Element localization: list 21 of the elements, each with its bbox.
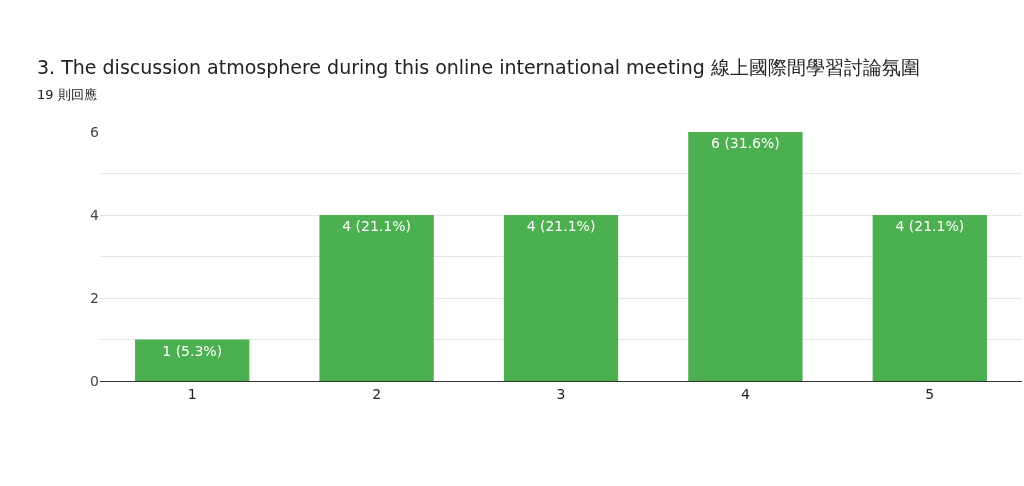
chart-title: 3. The discussion atmosphere during this online international meeting 線上國際間學習討論氛圍 (37, 56, 920, 78)
chart-subtitle: 19 則回應 (37, 87, 97, 102)
data-label: 4 (21.1%) (342, 218, 411, 234)
y-tick-label: 0 (90, 372, 99, 389)
x-tick-label: 2 (372, 385, 382, 402)
y-tick-label: 6 (90, 123, 100, 140)
x-tick-label: 3 (556, 385, 566, 402)
data-label: 6 (31.6%) (711, 135, 780, 151)
bar (688, 132, 803, 381)
x-tick-label: 5 (925, 385, 935, 402)
bar (135, 339, 250, 381)
data-label: 1 (5.3%) (162, 342, 223, 359)
bar (503, 215, 619, 381)
bar (319, 215, 434, 381)
y-tick-label: 2 (90, 289, 99, 306)
data-label: 4 (21.1%) (895, 218, 965, 234)
data-label: 4 (21.1%) (526, 218, 596, 234)
x-tick-label: 4 (740, 385, 750, 402)
bar (872, 215, 987, 381)
x-tick-label: 1 (187, 385, 197, 402)
y-tick-label: 4 (90, 206, 100, 223)
